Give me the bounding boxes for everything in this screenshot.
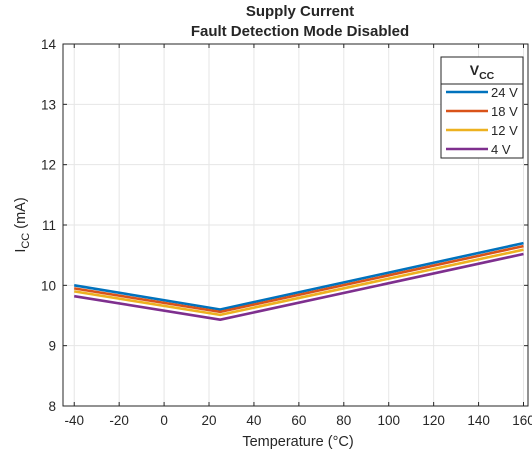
y-tick-label: 9 — [48, 339, 56, 354]
x-tick-label: 40 — [246, 413, 261, 428]
y-axis-label: ICC (mA) — [13, 197, 32, 252]
x-tick-labels: -40 -20 0 20 40 60 80 100 120 140 160 — [64, 413, 532, 428]
series-line-18v — [73, 244, 524, 314]
y-tick-labels: 8 9 10 11 12 13 14 — [41, 37, 57, 414]
x-tick-label: 120 — [422, 413, 445, 428]
x-tick-label: 100 — [377, 413, 400, 428]
legend-box — [440, 56, 524, 159]
series-line-24v — [73, 241, 524, 311]
y-tick-label: 11 — [42, 218, 56, 233]
chart-subtitle: Fault Detection Mode Disabled — [191, 23, 409, 40]
series-line-4v — [73, 252, 524, 322]
legend-title: VCC — [470, 62, 495, 82]
tick-marks — [63, 43, 528, 407]
x-tick-label: 20 — [201, 413, 216, 428]
series-line-12v — [73, 248, 524, 317]
legend-label: 24 V — [491, 85, 518, 100]
y-tick-label: 13 — [41, 97, 56, 112]
x-tick-label: 0 — [160, 413, 168, 428]
y-axis-label-sub: CC — [20, 233, 32, 249]
data-series — [73, 241, 524, 322]
grid-lines — [63, 43, 528, 407]
x-tick-label: -20 — [109, 413, 129, 428]
legend-label: 18 V — [491, 104, 518, 119]
x-axis-label: Temperature (°C) — [242, 434, 353, 450]
y-tick-label: 8 — [48, 399, 56, 414]
legend-title-sub: CC — [479, 70, 495, 82]
legend: VCC 24 V 18 V 12 V 4 V — [440, 56, 524, 159]
y-tick-label: 10 — [41, 278, 56, 293]
y-axis-label-rest: (mA) — [13, 197, 29, 232]
legend-label: 12 V — [491, 123, 518, 138]
x-tick-label: 80 — [336, 413, 351, 428]
y-axis-label-main: I — [13, 249, 29, 253]
chart-title: Supply Current — [246, 3, 354, 20]
x-tick-label: 140 — [467, 413, 490, 428]
y-tick-label: 12 — [41, 158, 56, 173]
y-tick-label: 14 — [41, 37, 57, 52]
x-tick-label: 60 — [291, 413, 306, 428]
x-tick-label: 160 — [512, 413, 532, 428]
legend-title-main: V — [470, 62, 480, 78]
legend-items: 24 V 18 V 12 V 4 V — [446, 85, 518, 157]
legend-label: 4 V — [491, 142, 511, 157]
x-tick-label: -40 — [64, 413, 84, 428]
